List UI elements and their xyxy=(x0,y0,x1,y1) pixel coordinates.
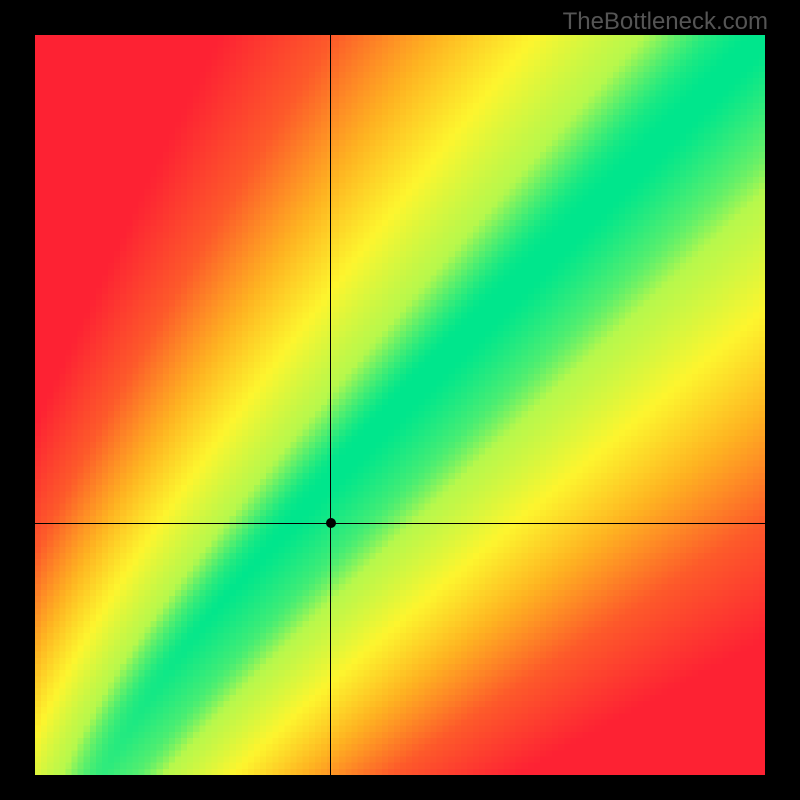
chart-container: TheBottleneck.com xyxy=(0,0,800,800)
watermark-text: TheBottleneck.com xyxy=(563,8,768,36)
crosshair-horizontal xyxy=(35,523,765,524)
crosshair-vertical xyxy=(330,35,331,775)
bottleneck-heatmap xyxy=(35,35,765,775)
